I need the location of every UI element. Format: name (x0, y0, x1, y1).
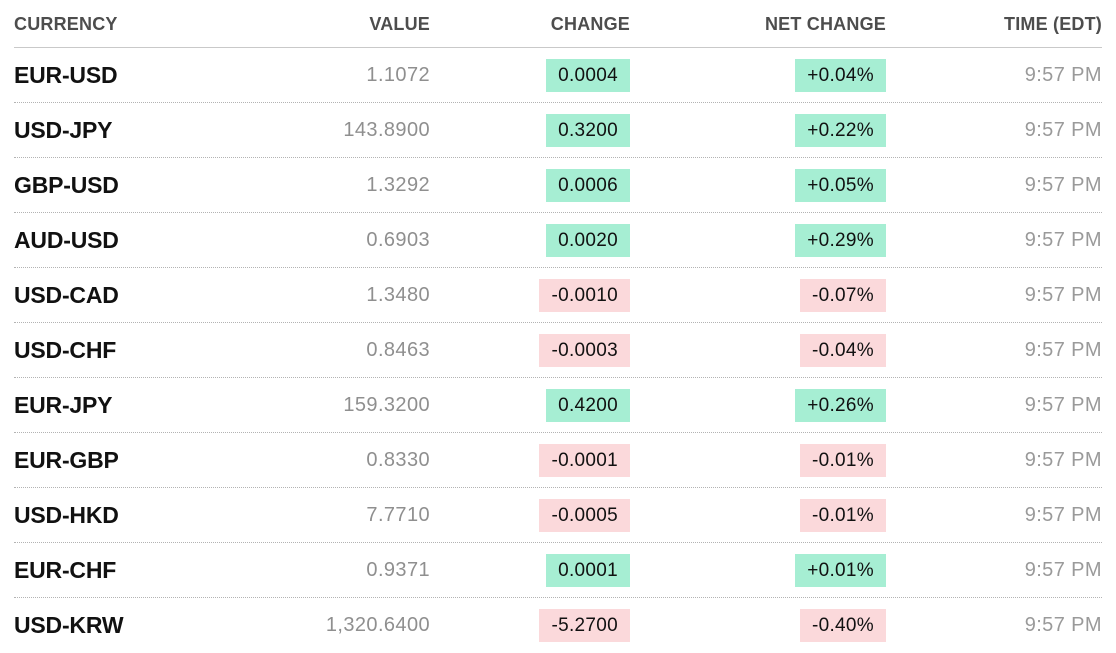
time-cell: 9:57 PM (1024, 394, 1102, 416)
table-row: EUR-JPY 159.3200 0.4200 +0.26% 9:57 PM (0, 378, 1116, 433)
value-cell: 0.8463 (366, 339, 430, 361)
column-header-value: VALUE (369, 13, 430, 34)
table-row: GBP-USD 1.3292 0.0006 +0.05% 9:57 PM (0, 158, 1116, 213)
currency-pair-link[interactable]: EUR-GBP (14, 447, 119, 473)
table-row: USD-HKD 7.7710 -0.0005 -0.01% 9:57 PM (0, 488, 1116, 543)
table-row: EUR-CHF 0.9371 0.0001 +0.01% 9:57 PM (0, 543, 1116, 598)
table-row: USD-KRW 1,320.6400 -5.2700 -0.40% 9:57 P… (0, 598, 1116, 653)
currency-pair-link[interactable]: USD-KRW (14, 612, 124, 638)
table-row: USD-CAD 1.3480 -0.0010 -0.07% 9:57 PM (0, 268, 1116, 323)
table-row: USD-CHF 0.8463 -0.0003 -0.04% 9:57 PM (0, 323, 1116, 378)
time-cell: 9:57 PM (1024, 64, 1102, 86)
table-header: CURRENCY VALUE CHANGE NET CHANGE TIME (E… (0, 0, 1116, 48)
net-change-badge: +0.05% (795, 169, 886, 202)
value-cell: 159.3200 (343, 394, 430, 416)
change-badge: -0.0005 (539, 499, 630, 532)
currency-pair-link[interactable]: GBP-USD (14, 172, 119, 198)
change-badge: -5.2700 (539, 609, 630, 642)
net-change-badge: +0.26% (795, 389, 886, 422)
change-badge: -0.0003 (539, 334, 630, 367)
time-cell: 9:57 PM (1024, 229, 1102, 251)
net-change-badge: -0.07% (799, 279, 886, 312)
time-cell: 9:57 PM (1024, 559, 1102, 581)
column-header-currency: CURRENCY (14, 13, 118, 34)
table-row: USD-JPY 143.8900 0.3200 +0.22% 9:57 PM (0, 103, 1116, 158)
table-row: AUD-USD 0.6903 0.0020 +0.29% 9:57 PM (0, 213, 1116, 268)
table-row: EUR-GBP 0.8330 -0.0001 -0.01% 9:57 PM (0, 433, 1116, 488)
net-change-badge: -0.40% (799, 609, 886, 642)
column-header-change: CHANGE (550, 13, 630, 34)
change-badge: 0.0001 (546, 554, 630, 587)
currency-pair-link[interactable]: USD-HKD (14, 502, 119, 528)
currency-pair-link[interactable]: EUR-CHF (14, 557, 117, 583)
net-change-badge: -0.01% (799, 444, 886, 477)
value-cell: 0.8330 (366, 449, 430, 471)
value-cell: 1.3292 (366, 174, 430, 196)
time-cell: 9:57 PM (1024, 119, 1102, 141)
time-cell: 9:57 PM (1024, 449, 1102, 471)
change-badge: 0.0020 (546, 224, 630, 257)
currency-pair-link[interactable]: EUR-USD (14, 62, 118, 88)
change-badge: -0.0010 (539, 279, 630, 312)
value-cell: 7.7710 (366, 504, 430, 526)
value-cell: 0.6903 (366, 229, 430, 251)
time-cell: 9:57 PM (1024, 174, 1102, 196)
currency-pair-link[interactable]: EUR-JPY (14, 392, 113, 418)
time-cell: 9:57 PM (1024, 504, 1102, 526)
change-badge: 0.3200 (546, 114, 630, 147)
change-badge: 0.0006 (546, 169, 630, 202)
value-cell: 1.1072 (366, 64, 430, 86)
value-cell: 143.8900 (343, 119, 430, 141)
value-cell: 1.3480 (366, 284, 430, 306)
table-row: EUR-USD 1.1072 0.0004 +0.04% 9:57 PM (0, 48, 1116, 103)
time-cell: 9:57 PM (1024, 339, 1102, 361)
net-change-badge: -0.04% (799, 334, 886, 367)
currency-pair-link[interactable]: USD-CHF (14, 337, 117, 363)
currency-pair-link[interactable]: USD-JPY (14, 117, 113, 143)
currency-pair-link[interactable]: AUD-USD (14, 227, 119, 253)
value-cell: 0.9371 (366, 559, 430, 581)
column-header-net-change: NET CHANGE (764, 13, 886, 34)
currency-pair-link[interactable]: USD-CAD (14, 282, 119, 308)
change-badge: -0.0001 (539, 444, 630, 477)
column-header-time: TIME (EDT) (1004, 13, 1102, 34)
net-change-badge: +0.22% (795, 114, 886, 147)
net-change-badge: -0.01% (799, 499, 886, 532)
time-cell: 9:57 PM (1024, 614, 1102, 636)
change-badge: 0.4200 (546, 389, 630, 422)
net-change-badge: +0.29% (795, 224, 886, 257)
time-cell: 9:57 PM (1024, 284, 1102, 306)
net-change-badge: +0.04% (795, 59, 886, 92)
net-change-badge: +0.01% (795, 554, 886, 587)
change-badge: 0.0004 (546, 59, 630, 92)
value-cell: 1,320.6400 (325, 614, 430, 636)
